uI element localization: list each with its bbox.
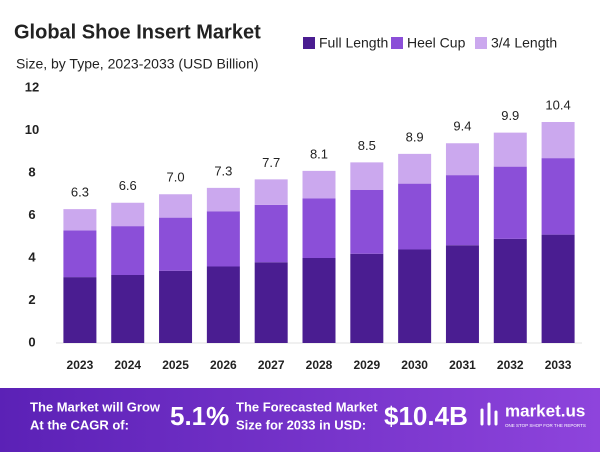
bar-segment — [63, 209, 97, 231]
bar-segment — [302, 170, 336, 199]
total-label: 8.5 — [358, 138, 376, 153]
bar-segment — [398, 249, 432, 343]
bar-segment — [206, 266, 240, 343]
x-tick-label: 2033 — [545, 358, 572, 372]
chart-subtitle: Size, by Type, 2023-2033 (USD Billion) — [16, 56, 259, 72]
x-tick-label: 2023 — [67, 358, 94, 372]
y-tick-label: 2 — [28, 292, 35, 307]
bar-segment — [254, 179, 288, 205]
total-label: 9.4 — [453, 119, 471, 134]
y-tick-label: 10 — [25, 122, 39, 137]
brand-name: market.us — [505, 401, 585, 420]
total-label: 8.9 — [406, 129, 424, 144]
bar-segment — [111, 275, 145, 343]
brand-tagline: ONE STOP SHOP FOR THE REPORTS — [505, 423, 586, 428]
total-label: 6.6 — [119, 178, 137, 193]
legend-swatch — [303, 37, 315, 49]
total-label: 9.9 — [501, 108, 519, 123]
forecast-value: $10.4B — [384, 401, 468, 431]
bar-segment — [445, 143, 479, 176]
y-tick-label: 8 — [28, 164, 35, 179]
bar-segment — [63, 230, 97, 278]
total-label: 7.3 — [214, 163, 232, 178]
total-label: 8.1 — [310, 146, 328, 161]
forecast-text: Size for 2033 in USD: — [236, 417, 366, 432]
legend-label: 3/4 Length — [491, 35, 557, 51]
bar-segment — [493, 166, 527, 239]
bar-segment — [159, 270, 193, 343]
x-tick-label: 2029 — [353, 358, 380, 372]
x-tick-label: 2028 — [306, 358, 333, 372]
bar-segment — [398, 153, 432, 184]
bar-segment — [159, 217, 193, 271]
legend-swatch — [475, 37, 487, 49]
forecast-text: The Forecasted Market — [236, 399, 378, 414]
legend-swatch — [391, 37, 403, 49]
total-label: 10.4 — [545, 97, 570, 112]
x-tick-label: 2031 — [449, 358, 476, 372]
y-tick-label: 6 — [28, 207, 35, 222]
bar-segment — [302, 258, 336, 343]
bar-segment — [206, 187, 240, 212]
bar-segment — [541, 122, 575, 159]
bar-segment — [111, 226, 145, 275]
total-label: 7.0 — [167, 170, 185, 185]
footer-banner — [0, 388, 600, 452]
bar-segment — [493, 132, 527, 167]
bar-segment — [206, 211, 240, 267]
legend-label: Heel Cup — [407, 35, 466, 51]
bar-segment — [254, 204, 288, 263]
bar-segment — [350, 162, 384, 190]
cagr-text: The Market will Grow — [30, 399, 161, 414]
bar-segment — [398, 183, 432, 250]
x-tick-label: 2030 — [401, 358, 428, 372]
total-label: 6.3 — [71, 185, 89, 200]
y-tick-label: 0 — [28, 334, 35, 349]
bar-segment — [159, 194, 193, 218]
bar-segment — [350, 190, 384, 254]
bar-segment — [445, 245, 479, 343]
x-tick-label: 2027 — [258, 358, 285, 372]
brand-logo — [480, 402, 498, 426]
cagr-value: 5.1% — [170, 401, 229, 431]
y-tick-label: 4 — [28, 249, 36, 264]
bar-segment — [445, 175, 479, 246]
bar-segment — [254, 262, 288, 343]
chart-title: Global Shoe Insert Market — [14, 21, 261, 43]
bar-segment — [111, 202, 145, 227]
bar-segment — [302, 198, 336, 258]
legend-label: Full Length — [319, 35, 388, 51]
y-tick-label: 12 — [25, 79, 39, 94]
x-tick-label: 2024 — [114, 358, 141, 372]
x-tick-label: 2032 — [497, 358, 524, 372]
bar-segment — [350, 253, 384, 343]
logo-icon — [480, 402, 498, 426]
bar-segment — [541, 158, 575, 235]
total-label: 7.7 — [262, 155, 280, 170]
cagr-text: At the CAGR of: — [30, 417, 129, 432]
bar-segment — [541, 234, 575, 343]
bar-segment — [63, 277, 97, 343]
x-tick-label: 2025 — [162, 358, 189, 372]
bar-segment — [493, 238, 527, 343]
x-tick-label: 2026 — [210, 358, 237, 372]
